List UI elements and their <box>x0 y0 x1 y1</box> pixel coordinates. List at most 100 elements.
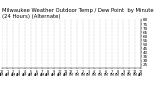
Point <box>54 49 57 50</box>
Point <box>80 38 83 39</box>
Point <box>2 58 5 60</box>
Point <box>35 61 38 63</box>
Point <box>36 58 38 59</box>
Point <box>137 46 140 47</box>
Point <box>78 32 81 34</box>
Point <box>125 50 128 51</box>
Point <box>0 57 3 58</box>
Point <box>81 37 84 39</box>
Point <box>134 54 136 55</box>
Point <box>44 59 47 61</box>
Point <box>90 24 92 25</box>
Point <box>91 25 93 26</box>
Point <box>84 30 86 32</box>
Point <box>128 51 131 53</box>
Point <box>35 59 37 60</box>
Point <box>105 39 107 40</box>
Point <box>120 39 123 41</box>
Point <box>40 59 43 60</box>
Point <box>81 30 84 32</box>
Point <box>18 60 21 61</box>
Point <box>85 28 88 30</box>
Point <box>52 54 54 56</box>
Point <box>77 38 80 40</box>
Point <box>41 55 43 57</box>
Point <box>90 34 93 35</box>
Point <box>52 56 54 57</box>
Point <box>6 57 8 59</box>
Point <box>44 55 46 56</box>
Point <box>106 29 109 30</box>
Point <box>87 28 89 29</box>
Point <box>15 59 18 61</box>
Point <box>134 46 136 47</box>
Point <box>85 35 87 37</box>
Point <box>129 52 132 53</box>
Point <box>135 52 138 53</box>
Point <box>53 52 56 53</box>
Point <box>97 34 100 35</box>
Point <box>47 52 49 54</box>
Point <box>30 58 32 60</box>
Point <box>32 60 35 62</box>
Point <box>26 61 29 62</box>
Point <box>14 58 16 60</box>
Point <box>37 58 39 59</box>
Point <box>53 50 56 51</box>
Point <box>111 34 114 35</box>
Point <box>23 61 26 63</box>
Point <box>50 56 53 58</box>
Point <box>66 47 69 48</box>
Point <box>25 58 28 59</box>
Point <box>11 59 13 60</box>
Point <box>94 23 96 24</box>
Point <box>86 36 89 37</box>
Point <box>45 58 47 59</box>
Point <box>132 48 134 49</box>
Point <box>75 35 77 36</box>
Point <box>62 48 65 49</box>
Point <box>58 51 61 53</box>
Point <box>138 54 140 55</box>
Point <box>5 53 8 54</box>
Point <box>79 31 82 33</box>
Point <box>52 56 54 57</box>
Point <box>102 35 104 37</box>
Point <box>135 54 138 55</box>
Point <box>122 49 124 51</box>
Point <box>129 51 132 53</box>
Point <box>46 53 49 54</box>
Point <box>9 60 11 61</box>
Point <box>78 32 81 33</box>
Point <box>70 38 73 39</box>
Point <box>49 54 52 55</box>
Point <box>136 48 138 49</box>
Point <box>77 33 80 34</box>
Point <box>47 60 49 61</box>
Point <box>100 35 103 37</box>
Point <box>57 53 59 54</box>
Point <box>107 31 109 32</box>
Point <box>74 42 77 43</box>
Point <box>99 27 101 29</box>
Point <box>119 39 122 40</box>
Point <box>47 58 50 60</box>
Point <box>124 41 126 42</box>
Point <box>126 44 128 45</box>
Point <box>97 35 100 36</box>
Point <box>115 36 118 38</box>
Point <box>29 57 31 59</box>
Point <box>124 50 127 51</box>
Point <box>101 26 104 28</box>
Point <box>32 58 34 59</box>
Point <box>8 54 11 55</box>
Point <box>41 55 44 57</box>
Point <box>38 59 41 60</box>
Point <box>57 48 59 49</box>
Point <box>87 35 89 36</box>
Point <box>59 51 62 52</box>
Point <box>65 41 67 42</box>
Point <box>100 24 103 26</box>
Point <box>37 62 39 63</box>
Point <box>89 28 92 29</box>
